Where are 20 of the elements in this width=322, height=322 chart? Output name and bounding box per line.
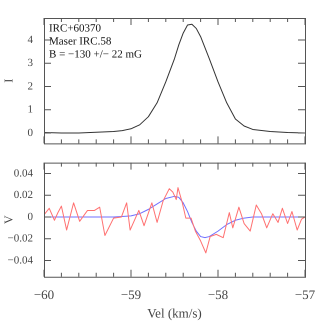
x-tick-label: −58 bbox=[208, 287, 228, 302]
y-tick-label: 1 bbox=[28, 104, 33, 116]
x-tick-label: −60 bbox=[34, 287, 54, 302]
y-tick-label: 0.02 bbox=[14, 189, 33, 202]
annotation: Maser IRC.58 bbox=[49, 35, 112, 48]
y-tick-label: 0 bbox=[28, 210, 34, 223]
x-axis-title: Vel (km/s) bbox=[147, 306, 202, 321]
y-tick-label: 0 bbox=[28, 126, 34, 139]
y-tick-label: 2 bbox=[28, 80, 33, 92]
y-tick-label: 4 bbox=[28, 34, 34, 46]
annotation: B = −130 +/− 22 mG bbox=[49, 48, 142, 60]
annotation: IRC+60370 bbox=[49, 22, 102, 34]
y-axis-title: I bbox=[1, 78, 16, 83]
y-tick-label: −0.02 bbox=[8, 232, 33, 245]
y-tick-label: −0.04 bbox=[8, 254, 34, 266]
x-tick-label: −59 bbox=[120, 287, 142, 302]
y-tick-label: 0.04 bbox=[14, 167, 34, 180]
y-tick-label: 3 bbox=[28, 57, 34, 70]
y-axis-title: V bbox=[1, 215, 16, 224]
x-tick-label: −57 bbox=[294, 287, 316, 302]
